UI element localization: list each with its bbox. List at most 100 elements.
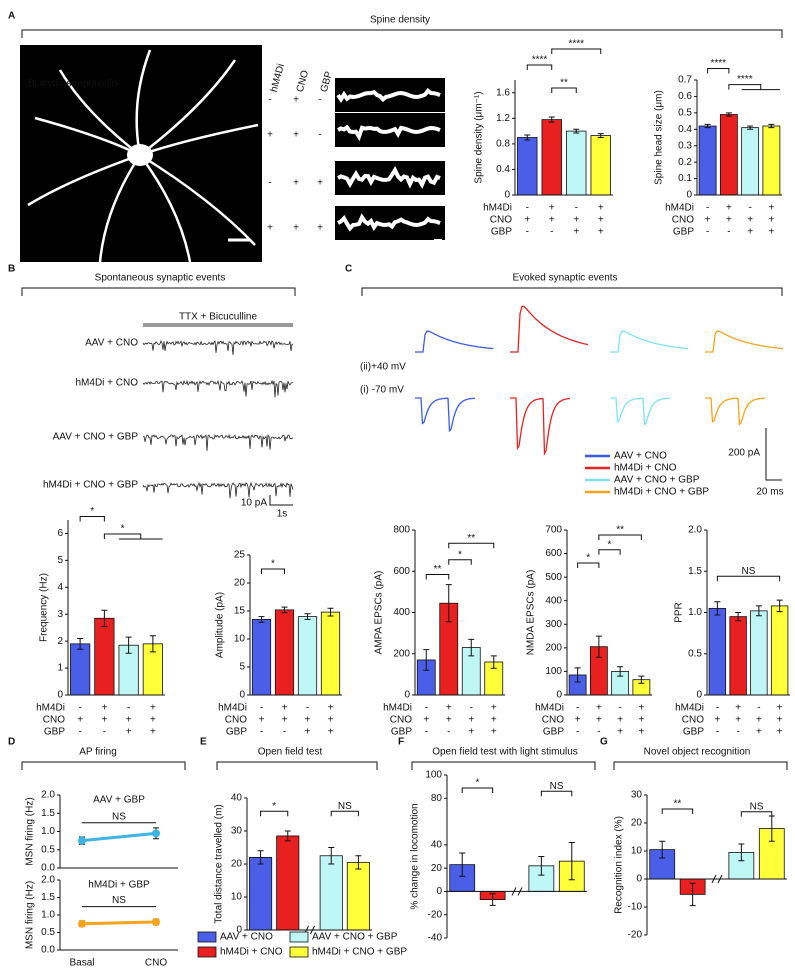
bar bbox=[346, 861, 370, 931]
error-bar bbox=[445, 584, 452, 623]
error-bar bbox=[597, 133, 604, 138]
y-axis-label: Frequency (Hz) bbox=[39, 573, 50, 642]
error-bar bbox=[747, 125, 754, 130]
evoked-trace bbox=[705, 397, 766, 426]
condition-cell: + bbox=[101, 715, 107, 726]
condition-label: GBP bbox=[673, 227, 694, 238]
x-tick-label: Basal bbox=[69, 958, 94, 969]
x-tick-label: CNO bbox=[145, 958, 167, 969]
significance-bracket bbox=[540, 790, 573, 797]
y-tick-label: 30 bbox=[631, 790, 643, 801]
bar bbox=[274, 609, 295, 696]
evoked-trace bbox=[510, 397, 571, 456]
significance-label: NS bbox=[750, 801, 764, 812]
y-tick-label: 1.5 bbox=[41, 808, 55, 819]
y-tick-label: 20 bbox=[234, 578, 246, 589]
table-cell: + bbox=[293, 223, 299, 234]
y-tick-label: 5 bbox=[239, 662, 245, 673]
y-tick-label: 0 bbox=[504, 190, 510, 201]
panel-title: Open field test with light stimulus bbox=[432, 747, 578, 758]
dendrite bbox=[98, 154, 142, 263]
condition-label: GBP bbox=[44, 727, 65, 738]
table-header: GBP bbox=[319, 70, 335, 94]
y-tick-label: 15 bbox=[234, 606, 246, 617]
significance-bracket bbox=[728, 84, 762, 90]
condition-label: CNO bbox=[490, 215, 512, 226]
y-tick-label: 0.6 bbox=[678, 91, 692, 102]
condition-label: hM4Di bbox=[675, 703, 704, 714]
condition-cell: + bbox=[598, 227, 604, 238]
evoked-trace bbox=[415, 330, 494, 353]
condition-cell: + bbox=[768, 227, 774, 238]
point bbox=[78, 836, 86, 845]
y-axis-label: Total distance travelled (m) bbox=[214, 804, 225, 924]
panel-letter: E bbox=[200, 737, 207, 748]
legend-label: AAV + CNO bbox=[614, 451, 667, 462]
condition-cell: - bbox=[706, 227, 709, 238]
condition-cell: + bbox=[726, 203, 732, 214]
y-tick-label: 0.7 bbox=[678, 75, 692, 86]
y-axis-label: AMPA EPSCs (pA) bbox=[374, 571, 385, 655]
y-tick-label: 0 bbox=[239, 690, 245, 701]
condition-cell: + bbox=[638, 703, 644, 714]
condition-cell: - bbox=[78, 703, 81, 714]
condition-cell: + bbox=[617, 715, 623, 726]
significance-bracket bbox=[577, 562, 600, 568]
table-cell: + bbox=[293, 130, 299, 141]
table-cell: + bbox=[267, 130, 273, 141]
panel-bracket bbox=[21, 761, 186, 770]
drug-label: TTX + Bicuculline bbox=[179, 312, 258, 323]
condition-cell: - bbox=[127, 703, 130, 714]
significance-label: **** bbox=[737, 74, 753, 85]
error-bar bbox=[689, 882, 696, 907]
significance-label: ** bbox=[674, 799, 682, 810]
panel-bracket bbox=[21, 287, 296, 296]
panel-bracket bbox=[21, 29, 783, 38]
error-bar bbox=[573, 128, 580, 134]
condition-cell: + bbox=[305, 715, 311, 726]
condition-cell: - bbox=[716, 703, 719, 714]
y-tick-label: 40 bbox=[231, 793, 243, 804]
condition-label: GBP bbox=[391, 727, 412, 738]
condition-label: hM4Di bbox=[483, 203, 512, 214]
condition-label: GBP bbox=[226, 727, 247, 738]
y-tick-label: 0 bbox=[636, 874, 642, 885]
condition-cell: + bbox=[491, 703, 497, 714]
y-tick-label: 0 bbox=[696, 690, 702, 701]
condition-label: hM4Di bbox=[383, 703, 412, 714]
condition-label: hM4Di bbox=[218, 703, 247, 714]
condition-cell: + bbox=[77, 715, 83, 726]
point bbox=[152, 918, 160, 926]
point bbox=[152, 829, 160, 838]
legend-label: hM4Di + CNO bbox=[614, 463, 677, 474]
series-line bbox=[81, 920, 157, 926]
condition-cell: + bbox=[126, 727, 132, 738]
error-bar bbox=[149, 635, 156, 653]
significance-label: * bbox=[608, 539, 612, 550]
condition-cell: + bbox=[596, 715, 602, 726]
error-bar bbox=[125, 636, 132, 654]
significance-label: NS bbox=[550, 781, 564, 792]
y-tick-label: -10 bbox=[628, 902, 643, 913]
y-tick-label: 600 bbox=[393, 566, 410, 577]
table-cell: + bbox=[267, 223, 273, 234]
legend-swatch bbox=[289, 931, 309, 943]
bar bbox=[541, 119, 562, 196]
evoked-trace bbox=[610, 330, 689, 353]
condition-cell: + bbox=[575, 715, 581, 726]
y-tick-label: 2.0 bbox=[41, 875, 55, 886]
error-bar bbox=[304, 613, 311, 620]
y-tick-label: 300 bbox=[545, 619, 562, 630]
condition-cell: + bbox=[726, 215, 732, 226]
y-tick-label: 0.4 bbox=[496, 164, 510, 175]
y-tick-label: 0.5 bbox=[41, 927, 55, 938]
legend-swatch bbox=[197, 931, 217, 943]
y-tick-label: 0.5 bbox=[688, 648, 702, 659]
scale-bar bbox=[269, 495, 293, 506]
dendrite-segment bbox=[337, 124, 441, 142]
significance-label: NS bbox=[112, 811, 126, 822]
error-bar bbox=[768, 123, 775, 129]
condition-cell: + bbox=[598, 203, 604, 214]
condition-label: GBP bbox=[683, 727, 704, 738]
